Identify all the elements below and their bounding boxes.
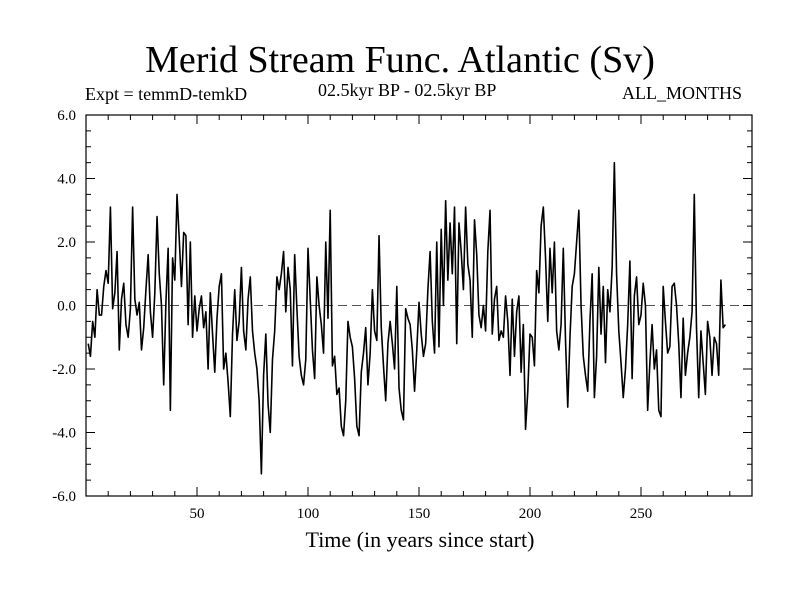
y-tick-label: -6.0 — [52, 489, 76, 505]
x-axis-label: Time (in years since start) — [305, 527, 535, 552]
chart-title: Merid Stream Func. Atlantic (Sv) — [145, 39, 655, 81]
y-tick-label: -4.0 — [52, 426, 76, 442]
y-tick-label: 6.0 — [57, 108, 76, 124]
y-tick-label: 4.0 — [57, 172, 76, 188]
y-tick-label: 2.0 — [57, 235, 76, 251]
x-tick-label: 50 — [190, 506, 205, 522]
series-line-0 — [87, 161, 727, 475]
months-label: ALL_MONTHS — [622, 83, 742, 103]
x-tick-label: 200 — [519, 506, 542, 522]
x-tick-label: 100 — [297, 506, 320, 522]
experiment-label: Expt = temmD-temkD — [85, 84, 248, 104]
period-label: 02.5kyr BP - 02.5kyr BP — [318, 80, 497, 100]
y-tick-label: -2.0 — [52, 362, 76, 378]
y-tick-label: 0.0 — [57, 299, 76, 315]
x-tick-label: 150 — [408, 506, 431, 522]
x-tick-label: 250 — [630, 506, 653, 522]
